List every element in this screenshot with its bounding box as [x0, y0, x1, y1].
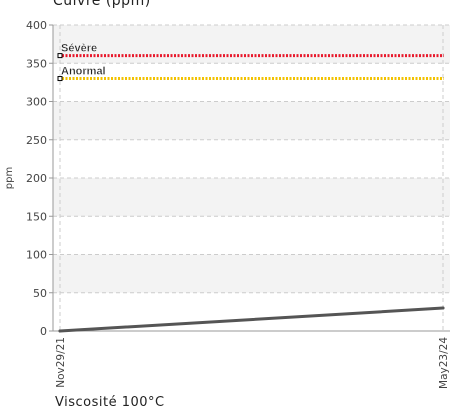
y-axis-label: ppm [4, 167, 15, 189]
plot-band [53, 25, 450, 64]
y-tick-label: 100 [26, 249, 47, 262]
next-chart-title: Viscosité 100°C [55, 395, 165, 410]
y-tick-label: 50 [33, 287, 47, 300]
threshold-label: Anormal [61, 66, 106, 78]
plot-band [53, 178, 450, 217]
x-tick-label: May23/24 [438, 337, 450, 389]
threshold-label: Sévère [61, 43, 97, 55]
y-tick-label: 400 [26, 19, 47, 32]
y-tick-label: 300 [26, 96, 47, 109]
plot-band [53, 216, 450, 255]
plot-band [53, 139, 450, 178]
data-point [58, 329, 62, 333]
plot-band [53, 254, 450, 293]
y-tick-label: 250 [26, 134, 47, 147]
threshold-marker [57, 76, 63, 82]
threshold-marker [57, 53, 63, 59]
plot-band [53, 101, 450, 140]
chart-title: Cuivre (ppm) [53, 0, 151, 9]
y-tick-label: 200 [26, 172, 47, 185]
plot-band [53, 63, 450, 102]
y-tick-label: 0 [40, 325, 47, 338]
x-tick-label: Nov29/21 [55, 337, 67, 388]
y-tick-label: 150 [26, 210, 47, 223]
y-tick-label: 350 [26, 57, 47, 70]
data-point [441, 306, 445, 310]
series-line [58, 306, 445, 333]
